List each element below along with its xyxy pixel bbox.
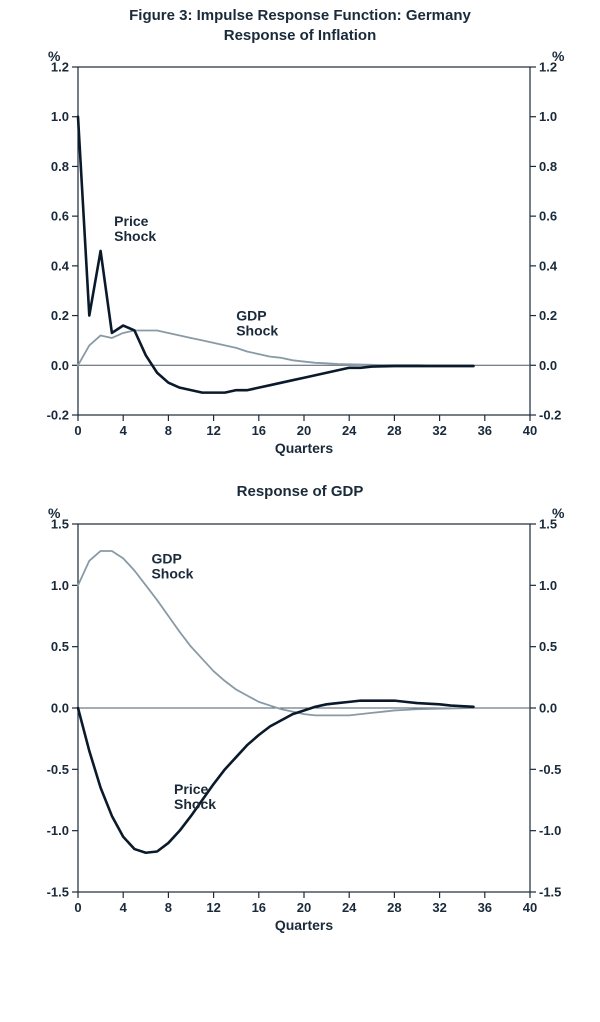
ytick-right: -1.5: [539, 885, 561, 900]
figure-subtitle-top: Response of Inflation: [224, 27, 377, 44]
ytick-left: 0.5: [51, 639, 69, 654]
price-shock-line: [78, 701, 474, 853]
xtick: 40: [523, 423, 537, 438]
xtick: 36: [478, 423, 492, 438]
xtick: 20: [297, 900, 311, 915]
ytick-left: 0.2: [51, 308, 69, 323]
xtick: 28: [387, 900, 401, 915]
gdp-shock-label: Shock: [236, 323, 278, 339]
xtick: 12: [206, 900, 220, 915]
y-unit-right: %: [552, 48, 565, 64]
xtick: 24: [342, 900, 357, 915]
ytick-left: 1.0: [51, 578, 69, 593]
ytick-right: 0.0: [539, 358, 557, 373]
ytick-left: 0.0: [51, 358, 69, 373]
chart-bottom-wrap: -1.5 -1.5 -1.0 -1.0 -0.5 -0.5 0.0 0.0 0.5 0.5 1.0 1…: [20, 502, 580, 942]
ytick-left: -1.5: [47, 885, 69, 900]
x-axis-label: Quarters: [275, 440, 334, 456]
ytick-left: -0.5: [47, 762, 69, 777]
xtick: 0: [74, 900, 81, 915]
ytick-right: 0.8: [539, 159, 557, 174]
ytick-left: -0.2: [47, 408, 69, 423]
ytick-left: 0.6: [51, 209, 69, 224]
ytick-left: 1.0: [51, 109, 69, 124]
figure-title-line1: Figure 3: Impulse Response Function: Ger…: [129, 7, 471, 24]
price-shock-label: Shock: [174, 796, 216, 812]
ytick-right: -1.0: [539, 823, 561, 838]
gdp-shock-label: GDP: [236, 308, 266, 324]
xtick: 0: [74, 423, 81, 438]
figure-subtitle-bottom: Response of GDP: [0, 483, 600, 500]
chart-bottom: -1.5 -1.5 -1.0 -1.0 -0.5 -0.5 0.0 0.0 0.5 0.5 1.0 1…: [20, 502, 580, 942]
chart-top: -0.2 -0.2 0.0 0.0 0.2 0.2 0.4 0.4 0.6 0.6 0.8 0.8 1.…: [20, 45, 580, 465]
xtick: 36: [478, 900, 492, 915]
ytick-left: 0.8: [51, 159, 69, 174]
y-unit-left: %: [48, 48, 61, 64]
price-shock-label: Price: [174, 781, 208, 797]
gdp-shock-label: GDP: [151, 550, 181, 566]
xtick: 8: [165, 900, 172, 915]
price-shock-label: Shock: [114, 228, 156, 244]
ytick-right: -0.5: [539, 762, 561, 777]
xtick: 32: [432, 423, 446, 438]
xtick: 20: [297, 423, 311, 438]
xtick: 8: [165, 423, 172, 438]
price-shock-label: Price: [114, 213, 148, 229]
price-shock-line: [78, 117, 474, 393]
xtick: 24: [342, 423, 357, 438]
xtick: 32: [432, 900, 446, 915]
xtick: 16: [252, 423, 266, 438]
y-unit-left: %: [48, 505, 61, 521]
chart-top-wrap: -0.2 -0.2 0.0 0.0 0.2 0.2 0.4 0.4 0.6 0.6 0.8 0.8 1.…: [20, 45, 580, 465]
ytick-right: 0.0: [539, 701, 557, 716]
ytick-right: 0.6: [539, 209, 557, 224]
gdp-shock-line: [78, 551, 474, 715]
ytick-right: 1.0: [539, 578, 557, 593]
y-unit-right: %: [552, 505, 565, 521]
ytick-right: 0.4: [539, 258, 558, 273]
x-axis-label: Quarters: [275, 917, 334, 933]
xtick: 28: [387, 423, 401, 438]
ytick-right: 0.2: [539, 308, 557, 323]
xtick: 16: [252, 900, 266, 915]
ytick-right: 0.5: [539, 639, 557, 654]
xtick: 40: [523, 900, 537, 915]
ytick-left: -1.0: [47, 823, 69, 838]
ytick-right: 1.0: [539, 109, 557, 124]
gdp-shock-label: Shock: [151, 565, 193, 581]
xtick: 12: [206, 423, 220, 438]
xtick: 4: [120, 423, 128, 438]
ytick-right: -0.2: [539, 408, 561, 423]
xtick: 4: [120, 900, 128, 915]
ytick-left: 0.4: [51, 258, 70, 273]
ytick-left: 0.0: [51, 701, 69, 716]
